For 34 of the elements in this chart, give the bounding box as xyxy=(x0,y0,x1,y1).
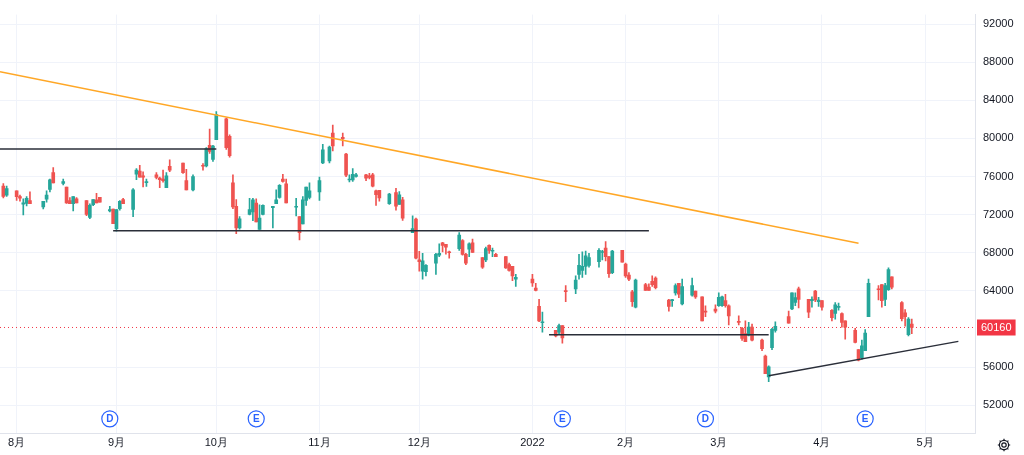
candlestick xyxy=(271,205,275,229)
x-tick-label: 3月 xyxy=(710,436,728,449)
candlestick xyxy=(600,249,605,261)
y-tick-label: 80000 xyxy=(983,131,1014,144)
annotation: D xyxy=(701,413,710,425)
y-tick-label: 76000 xyxy=(983,169,1014,182)
y-tick-label: 52000 xyxy=(983,398,1014,411)
y-tick-label: 64000 xyxy=(983,283,1014,296)
candlestick xyxy=(810,296,814,308)
ref-line-label: 60160 xyxy=(981,320,1012,333)
y-tick-label: 84000 xyxy=(983,93,1014,106)
candlestick xyxy=(447,250,452,259)
candlestick xyxy=(670,299,675,307)
x-tick-label: 2月 xyxy=(617,436,635,449)
x-tick-label: 4月 xyxy=(813,436,831,449)
candlestick xyxy=(374,189,378,206)
y-tick-label: 56000 xyxy=(983,360,1014,373)
y-tick-label: 88000 xyxy=(983,55,1014,68)
annotation: D xyxy=(106,413,114,425)
annotation: E xyxy=(252,413,260,425)
annotation: E xyxy=(559,413,567,425)
y-tick-label: 92000 xyxy=(983,17,1014,30)
x-tick-label: 9月 xyxy=(107,436,126,449)
y-tick-label: 68000 xyxy=(983,245,1014,258)
x-tick-label: 8月 xyxy=(8,436,26,449)
x-tick-label: 5月 xyxy=(916,436,934,449)
x-tick-label: 2022 xyxy=(520,436,545,449)
x-tick-label: 12月 xyxy=(407,436,431,449)
candlestick xyxy=(563,285,568,302)
candlestick xyxy=(294,197,298,217)
y-tick-label: 72000 xyxy=(983,207,1014,220)
x-tick-label: 11月 xyxy=(308,436,331,449)
x-tick-label: 10月 xyxy=(204,436,228,449)
annotation: E xyxy=(861,413,869,425)
